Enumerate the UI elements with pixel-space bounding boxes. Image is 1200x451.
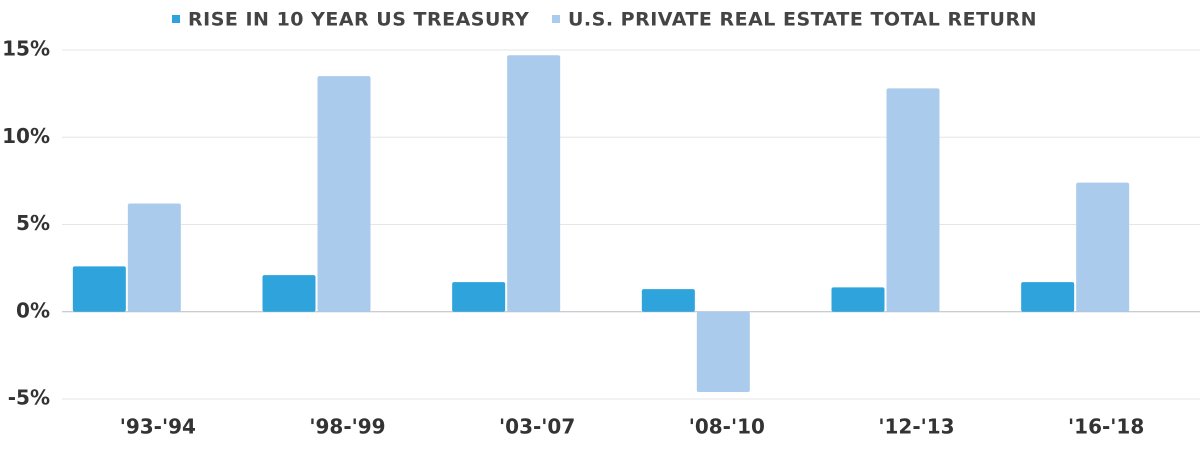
y-tick-label: 15%: [2, 37, 50, 61]
bar: [1021, 282, 1075, 312]
y-tick-label: 10%: [2, 124, 50, 148]
x-tick-label: '16-'18: [1068, 415, 1144, 439]
x-tick-label: '08-'10: [689, 415, 765, 439]
legend-text: RISE IN 10 YEAR US TREASURY: [188, 9, 529, 31]
legend-swatch: [172, 15, 180, 23]
y-tick-label: -5%: [8, 386, 50, 410]
x-tick-label: '98-'99: [309, 415, 385, 439]
legend-swatch: [552, 15, 560, 23]
bar: [317, 76, 371, 312]
x-tick-label: '03-'07: [499, 415, 575, 439]
y-tick-label: 0%: [16, 298, 50, 322]
bar: [507, 55, 561, 312]
bar: [452, 282, 506, 312]
bar: [127, 203, 181, 312]
bar: [72, 266, 126, 312]
bar: [696, 311, 750, 393]
bar: [641, 289, 695, 312]
y-tick-label: 5%: [16, 211, 50, 235]
bar: [831, 287, 885, 312]
bar: [886, 88, 940, 312]
bar: [1076, 182, 1130, 312]
bar: [262, 275, 316, 312]
x-tick-label: '93-'94: [120, 415, 196, 439]
x-tick-label: '12-'13: [878, 415, 954, 439]
legend-text: U.S. PRIVATE REAL ESTATE TOTAL RETURN: [568, 9, 1037, 31]
